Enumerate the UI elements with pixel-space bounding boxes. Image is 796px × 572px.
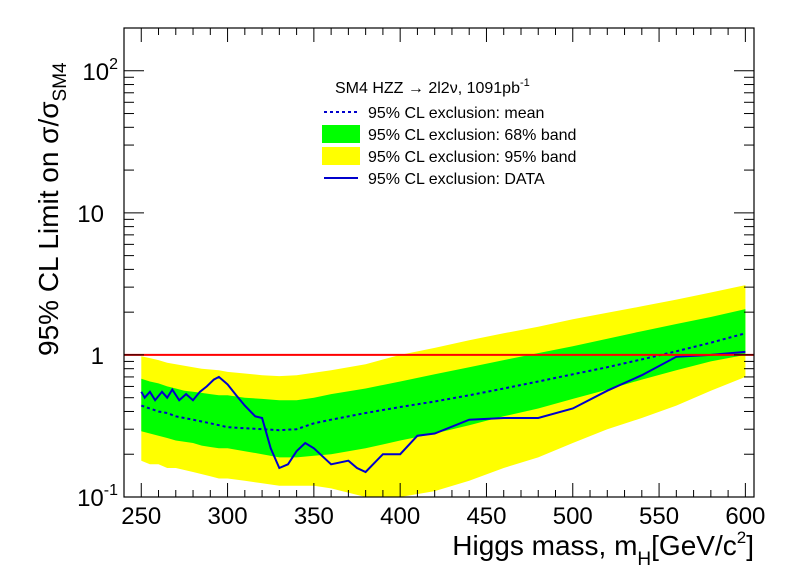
- y-tick-label-base: 10: [77, 201, 104, 228]
- legend-label-data: 95% CL exclusion: DATA: [368, 171, 545, 188]
- x-axis-title-subscript: H: [637, 549, 651, 570]
- y-tick-label: 10: [77, 201, 104, 228]
- x-axis-title-units-close: ]: [746, 530, 754, 561]
- legend-title-main: SM4 HZZ → 2l2ν, 1091pb: [335, 80, 520, 97]
- legend: SM4 HZZ → 2l2ν, 1091pb-1 95% CL exclusio…: [322, 77, 576, 188]
- legend-entries: 95% CL exclusion: mean 95% CL exclusion: …: [322, 105, 576, 188]
- x-axis-title-units: [GeV/c: [651, 530, 737, 561]
- x-tick-label: 250: [121, 503, 161, 530]
- y-tick-label: 10-1: [77, 482, 118, 512]
- legend-swatch-band68: [322, 125, 360, 143]
- band-68-area: [141, 309, 746, 458]
- legend-title-superscript: -1: [520, 77, 530, 89]
- legend-label-band95: 95% CL exclusion: 95% band: [368, 149, 576, 166]
- x-axis-title: Higgs mass, mH[GeV/c2]: [452, 528, 754, 570]
- mean-series-line: [140, 332, 746, 432]
- data-line-layer: [140, 350, 746, 474]
- x-tick-label: 450: [466, 503, 506, 530]
- x-axis-title-main: Higgs mass, m: [452, 530, 637, 561]
- y-axis-title-main: 95% CL Limit on σ/σ: [33, 101, 64, 356]
- band-68-layer: [141, 309, 746, 458]
- mean-line-layer: [140, 332, 746, 432]
- y-axis-title: 95% CL Limit on σ/σSM4: [33, 62, 71, 356]
- y-tick-label: 102: [82, 56, 118, 86]
- y-tick-label-base: 10: [82, 59, 109, 86]
- legend-swatch-band95: [322, 147, 360, 165]
- data-series-line: [140, 350, 746, 474]
- x-tick-label: 600: [725, 503, 765, 530]
- plot-frame: [123, 27, 755, 498]
- y-tick-label-base: 1: [91, 343, 104, 370]
- x-tick-label: 550: [639, 503, 679, 530]
- x-tick-label: 400: [380, 503, 420, 530]
- y-tick-label: 1: [91, 343, 104, 370]
- legend-title: SM4 HZZ → 2l2ν, 1091pb-1: [335, 77, 530, 97]
- y-axis-title-subscript: SM4: [50, 62, 71, 102]
- x-ticks: 250 300 350 400 450 500 550 600: [121, 28, 765, 530]
- x-axis-title-units-superscript: 2: [737, 528, 746, 547]
- y-tick-label-exponent: 2: [109, 56, 118, 73]
- legend-label-band68: 95% CL exclusion: 68% band: [368, 127, 576, 144]
- y-tick-label-exponent: -1: [104, 482, 118, 499]
- x-tick-label: 350: [294, 503, 334, 530]
- legend-label-mean: 95% CL exclusion: mean: [368, 105, 544, 122]
- x-tick-label: 500: [553, 503, 593, 530]
- x-tick-label: 300: [208, 503, 248, 530]
- y-tick-label-base: 10: [77, 485, 104, 512]
